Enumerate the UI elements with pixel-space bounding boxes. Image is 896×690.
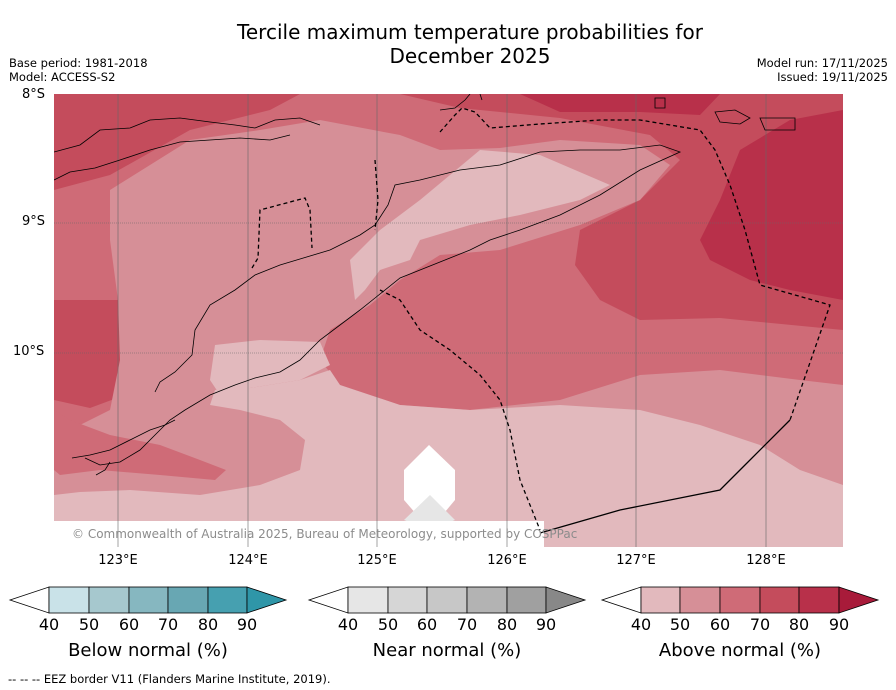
field-above-70-southwest bbox=[54, 300, 125, 408]
meta-left: Base period: 1981-2018 Model: ACCESS-S2 bbox=[9, 56, 148, 84]
grid-lines bbox=[54, 94, 843, 547]
colorbars bbox=[8, 586, 880, 614]
map-title-line1: Tercile maximum temperature probabilitie… bbox=[237, 20, 703, 44]
colorbar-near-tick: 40 bbox=[337, 615, 359, 634]
colorbar-below bbox=[8, 586, 288, 614]
colorbar-near-label: Near normal (%) bbox=[372, 640, 522, 661]
field-above-80-north bbox=[520, 94, 720, 115]
eez-border-solid bbox=[539, 419, 791, 534]
coastline-rote bbox=[71, 419, 176, 476]
lon-label-125e: 125°E bbox=[357, 553, 397, 568]
eez-border-west bbox=[251, 197, 313, 269]
colorbar-above-segment-2 bbox=[679, 586, 721, 614]
field-above-60-tongue bbox=[54, 410, 226, 480]
colorbar-below-segment-5 bbox=[207, 586, 248, 614]
map-title-line2: December 2025 bbox=[389, 44, 551, 68]
model-run: Model run: 17/11/2025 bbox=[756, 56, 888, 70]
coastlines bbox=[54, 94, 796, 476]
colorbar-below-tick: 70 bbox=[157, 615, 179, 634]
colorbar-near-extend-high bbox=[545, 586, 587, 614]
colorbar-near-segment-1 bbox=[347, 586, 389, 614]
lat-label-9s: 9°S bbox=[22, 214, 46, 229]
colorbar-above-tick: 90 bbox=[828, 615, 850, 634]
field-above-40-tongue bbox=[350, 150, 610, 300]
coastline-timor-north bbox=[154, 144, 682, 393]
lat-label-10s: 10°S bbox=[13, 344, 45, 359]
colorbar-below-tick: 90 bbox=[236, 615, 258, 634]
colorbar-near-segment-4 bbox=[466, 586, 508, 614]
lon-label-123e: 123°E bbox=[98, 553, 138, 568]
colorbar-below-segment-4 bbox=[167, 586, 209, 614]
issued-date: Issued: 19/11/2025 bbox=[777, 70, 888, 84]
colorbar-below-segment-1 bbox=[48, 586, 90, 614]
lon-label-128e: 128°E bbox=[746, 553, 786, 568]
colorbar-above-extend-low bbox=[600, 586, 642, 614]
colorbar-above-segment-4 bbox=[759, 586, 800, 614]
colorbar-near-segment-3 bbox=[426, 586, 468, 614]
probability-fields bbox=[54, 94, 843, 547]
model-name: Model: ACCESS-S2 bbox=[9, 70, 116, 84]
colorbar-below-label: Below normal (%) bbox=[68, 640, 228, 661]
colorbar-above bbox=[600, 586, 880, 614]
lon-label-127e: 127°E bbox=[616, 553, 656, 568]
colorbar-above-tick: 50 bbox=[669, 615, 691, 634]
colorbar-above-tick: 70 bbox=[749, 615, 771, 634]
colorbar-near-tick: 60 bbox=[416, 615, 438, 634]
coastline-flores bbox=[54, 117, 321, 181]
colorbar-below-extend-low bbox=[8, 586, 50, 614]
colorbar-below-tick: 60 bbox=[118, 615, 140, 634]
colorbar-below-tick: 40 bbox=[38, 615, 60, 634]
coastline-timor-south bbox=[84, 297, 376, 466]
colorbar-above-tick: 80 bbox=[788, 615, 810, 634]
colorbar-near-tick: 90 bbox=[535, 615, 557, 634]
eez-border bbox=[251, 107, 831, 534]
colorbar-below-segment-3 bbox=[128, 586, 169, 614]
eez-border-north bbox=[374, 107, 831, 421]
field-above-40-band bbox=[210, 340, 330, 395]
colorbar-above-tick: 40 bbox=[630, 615, 652, 634]
colorbar-below-segment-2 bbox=[88, 586, 130, 614]
colorbar-above-label: Above normal (%) bbox=[658, 640, 822, 661]
colorbar-above-tick: 60 bbox=[709, 615, 731, 634]
lon-label-126e: 126°E bbox=[487, 553, 527, 568]
lat-label-8s: 8°S bbox=[22, 87, 46, 102]
colorbar-above-segment-5 bbox=[798, 586, 840, 614]
map-mask-bottom bbox=[54, 521, 544, 547]
field-above-80-east bbox=[700, 110, 843, 300]
colorbar-below-extend-high bbox=[246, 586, 288, 614]
colorbar-near-segment-2 bbox=[387, 586, 428, 614]
colorbar-near-tick: 50 bbox=[377, 615, 399, 634]
meta-right: Model run: 17/11/2025 Issued: 19/11/2025 bbox=[757, 56, 888, 84]
colorbar-near-extend-low bbox=[307, 586, 349, 614]
colorbar-below-tick: 50 bbox=[78, 615, 100, 634]
lon-label-124e: 124°E bbox=[228, 553, 268, 568]
copyright-text: © Commonwealth of Australia 2025, Bureau… bbox=[72, 527, 578, 541]
colorbar-above-extend-high bbox=[838, 586, 880, 614]
colorbar-below-tick: 80 bbox=[197, 615, 219, 634]
eez-legend: -- -- -- EEZ border V11 (Flanders Marine… bbox=[8, 672, 331, 686]
colorbar-above-segment-1 bbox=[640, 586, 681, 614]
coastline-islands-north bbox=[439, 94, 796, 131]
field-above-70-west bbox=[54, 94, 300, 190]
eez-border-south bbox=[379, 289, 541, 531]
colorbar-above-segment-3 bbox=[719, 586, 761, 614]
map-title: Tercile maximum temperature probabilitie… bbox=[170, 20, 770, 68]
colorbar-near bbox=[307, 586, 587, 614]
colorbar-near-tick: 80 bbox=[496, 615, 518, 634]
colorbar-near-segment-5 bbox=[506, 586, 547, 614]
base-period: Base period: 1981-2018 bbox=[9, 56, 148, 70]
colorbar-near-tick: 70 bbox=[456, 615, 478, 634]
field-above-40-south bbox=[54, 370, 843, 547]
